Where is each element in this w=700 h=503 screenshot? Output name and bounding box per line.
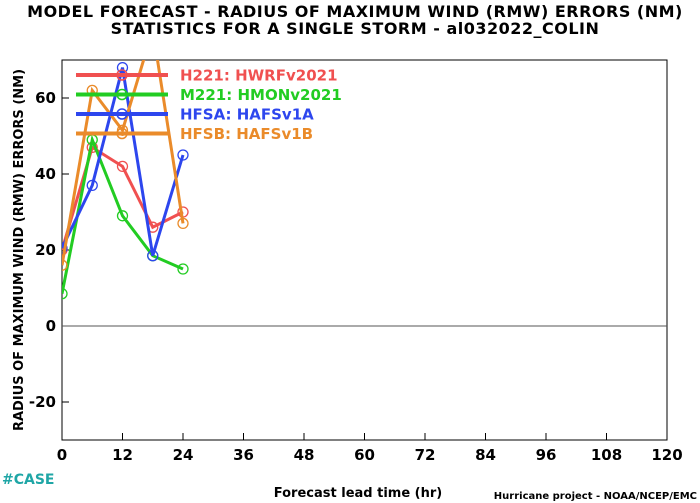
data-point [147, 250, 159, 262]
x-tick-label: 60 [354, 446, 375, 464]
legend-marker [116, 69, 128, 81]
legend-marker [116, 108, 128, 120]
case-tag: #CASE [2, 472, 55, 488]
x-tick-label: 120 [651, 446, 682, 464]
chart-subtitle: STATISTICS FOR A SINGLE STORM - al032022… [111, 19, 600, 38]
x-tick-label: 24 [173, 446, 194, 464]
legend-item: H221: HWRFv2021 [76, 67, 338, 85]
legend-label: H221: HWRFv2021 [180, 67, 338, 85]
series-line [62, 134, 184, 294]
y-tick-label: 60 [35, 89, 56, 107]
data-point [62, 259, 68, 271]
x-tick-label: 12 [112, 446, 133, 464]
x-tick-label: 84 [475, 446, 496, 464]
data-point [116, 61, 129, 74]
y-axis-ticks: -20 0 20 40 60 [29, 89, 69, 411]
y-tick-label: 20 [35, 241, 56, 259]
data-point [116, 210, 129, 222]
series-3 [62, 61, 189, 262]
legend-label: M221: HMONv2021 [180, 86, 342, 104]
chart-title: MODEL FORECAST - RADIUS OF MAXIMUM WIND … [27, 2, 683, 21]
legend-marker [116, 127, 128, 140]
y-tick-label: 0 [46, 317, 56, 335]
y-tick-label: 40 [35, 165, 56, 183]
x-tick-label: 72 [415, 446, 436, 464]
plot-area [61, 59, 668, 441]
x-axis-ticks: 0 12 24 36 48 60 72 84 96 108 120 [57, 433, 683, 464]
data-point [62, 242, 68, 254]
legend-marker [116, 88, 128, 101]
legend-label: HFSB: HAFSv1B [180, 125, 313, 143]
data-point [62, 288, 68, 300]
legend-item: HFSA: HAFSv1A [76, 106, 314, 124]
footer-credit: Hurricane project - NOAA/NCEP/EMC [494, 491, 697, 502]
x-tick-label: 96 [536, 446, 557, 464]
data-point [116, 160, 129, 173]
x-tick-label: 0 [57, 446, 67, 464]
legend-item: M221: HMONv2021 [76, 86, 342, 104]
legend-label: HFSA: HAFSv1A [180, 106, 314, 124]
x-tick-label: 108 [591, 446, 622, 464]
data-point [86, 179, 98, 192]
y-tick-label: -20 [29, 393, 56, 411]
series-2 [62, 134, 189, 300]
data-point [177, 263, 189, 275]
series-line [62, 67, 185, 257]
data-point [177, 149, 189, 161]
data-point [177, 217, 189, 230]
legend-item: HFSB: HAFSv1B [76, 125, 313, 143]
x-tick-label: 36 [233, 446, 254, 464]
x-axis-label: Forecast lead time (hr) [274, 486, 442, 501]
series-layer [62, 60, 189, 300]
x-tick-label: 48 [294, 446, 315, 464]
y-axis-label: RADIUS OF MAXIMUM WIND (RMW) ERRORS (NM) [12, 69, 27, 431]
